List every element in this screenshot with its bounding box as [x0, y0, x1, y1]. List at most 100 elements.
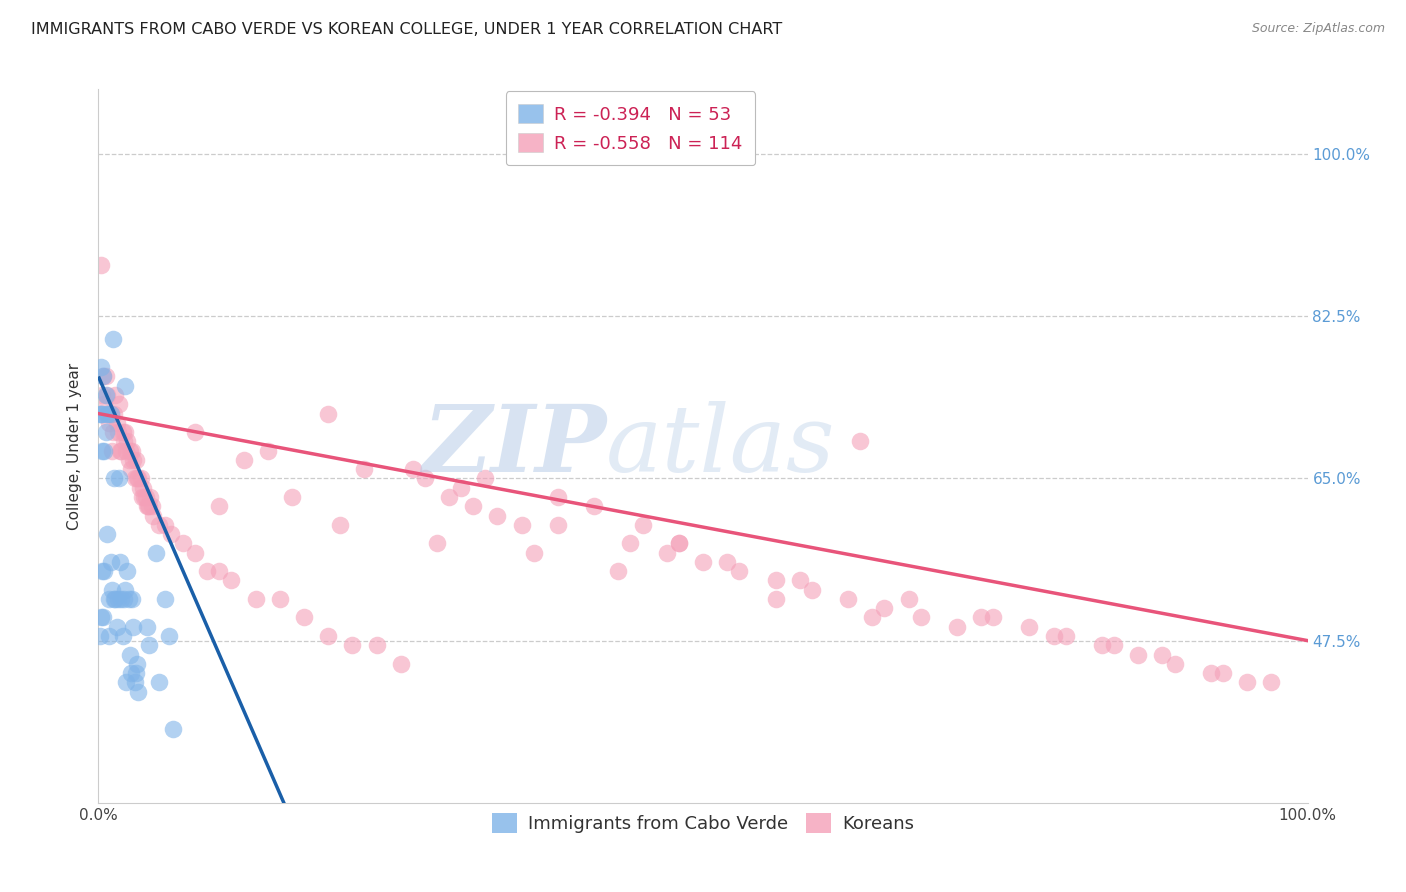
Point [114, 378, 136, 392]
Point [655, 545, 678, 559]
Y-axis label: College, Under 1 year: College, Under 1 year [67, 362, 83, 530]
Point [145, 545, 167, 559]
Point [108, 471, 131, 485]
Point [117, 434, 139, 449]
Point [104, 591, 127, 606]
Point [316, 629, 339, 643]
Point [716, 555, 738, 569]
Point [148, 675, 170, 690]
Point [90, 258, 112, 272]
Point [91, 388, 114, 402]
Point [668, 536, 690, 550]
Point [184, 545, 207, 559]
Point [141, 500, 163, 514]
Point [103, 407, 125, 421]
Point [138, 638, 160, 652]
Point [474, 471, 496, 485]
Point [114, 582, 136, 597]
Point [89, 629, 111, 643]
Point [93, 443, 115, 458]
Point [115, 675, 138, 690]
Point [114, 425, 136, 439]
Point [108, 555, 131, 569]
Point [138, 500, 160, 514]
Point [129, 471, 152, 485]
Point [100, 443, 122, 458]
Point [1163, 657, 1185, 671]
Point [93, 397, 115, 411]
Point [110, 591, 132, 606]
Point [463, 500, 485, 514]
Point [107, 425, 129, 439]
Point [232, 453, 254, 467]
Point [184, 425, 207, 439]
Point [90, 610, 112, 624]
Point [316, 407, 339, 421]
Point [127, 684, 149, 698]
Point [100, 582, 122, 597]
Point [1199, 666, 1222, 681]
Point [124, 471, 146, 485]
Point [118, 591, 141, 606]
Point [112, 434, 135, 449]
Point [121, 443, 143, 458]
Point [1042, 629, 1064, 643]
Point [1091, 638, 1114, 652]
Point [1054, 629, 1077, 643]
Point [208, 564, 231, 578]
Point [873, 601, 896, 615]
Point [1260, 675, 1282, 690]
Point [132, 481, 155, 495]
Point [120, 462, 142, 476]
Point [118, 453, 141, 467]
Point [765, 591, 787, 606]
Point [153, 517, 176, 532]
Point [97, 407, 120, 421]
Point [547, 490, 569, 504]
Point [105, 416, 128, 430]
Point [510, 517, 533, 532]
Point [101, 425, 124, 439]
Point [256, 443, 278, 458]
Point [837, 591, 859, 606]
Point [692, 555, 714, 569]
Point [125, 666, 148, 681]
Point [94, 425, 117, 439]
Point [547, 517, 569, 532]
Point [157, 629, 180, 643]
Point [108, 443, 131, 458]
Point [122, 620, 145, 634]
Point [1236, 675, 1258, 690]
Point [104, 388, 127, 402]
Point [118, 443, 141, 458]
Point [107, 591, 129, 606]
Point [245, 591, 267, 606]
Point [426, 536, 449, 550]
Point [134, 490, 156, 504]
Point [127, 471, 149, 485]
Point [800, 582, 823, 597]
Point [523, 545, 546, 559]
Point [105, 620, 128, 634]
Point [195, 564, 218, 578]
Point [127, 471, 149, 485]
Point [94, 369, 117, 384]
Point [100, 555, 122, 569]
Point [1152, 648, 1174, 662]
Point [108, 397, 131, 411]
Point [1102, 638, 1125, 652]
Point [583, 500, 606, 514]
Point [946, 620, 969, 634]
Point [124, 675, 146, 690]
Point [172, 536, 194, 550]
Point [486, 508, 509, 523]
Point [135, 500, 157, 514]
Point [142, 508, 165, 523]
Point [100, 407, 122, 421]
Point [90, 407, 112, 421]
Point [121, 591, 143, 606]
Point [789, 574, 811, 588]
Point [619, 536, 641, 550]
Point [160, 527, 183, 541]
Point [413, 471, 436, 485]
